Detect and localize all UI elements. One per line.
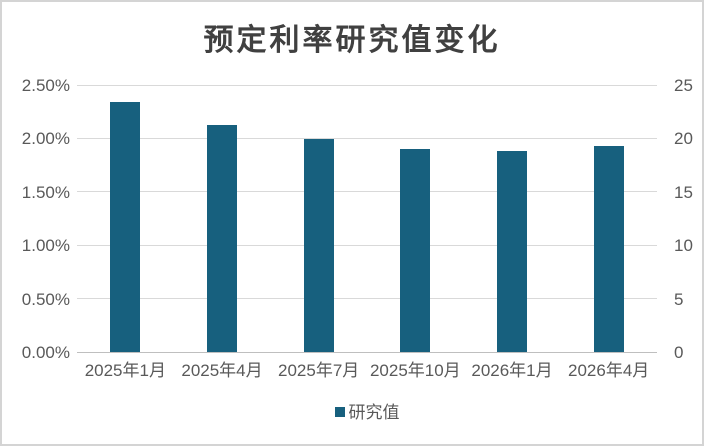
y-axis-right-tick: 25: [674, 76, 693, 95]
bar-2025年4月: [207, 124, 237, 352]
y-axis-left-tick: 1.00%: [21, 236, 70, 256]
legend: 研究值: [77, 400, 657, 424]
x-axis-tick-label: 2025年4月: [181, 361, 263, 380]
x-axis-line: [77, 351, 657, 353]
y-axis-right-tick: 20: [674, 129, 693, 149]
y-axis-right-tick: 10: [674, 236, 693, 256]
legend-series-label: 研究值: [348, 402, 400, 422]
gridline: [77, 84, 657, 86]
chart-title: 预定利率研究值变化: [203, 24, 501, 57]
y-axis-left-tick: 2.50%: [21, 76, 70, 95]
bar-2025年10月: [400, 149, 431, 352]
y-axis-right-tick: 15: [674, 182, 693, 202]
bar-2025年1月: [110, 102, 141, 352]
y-axis-left-tick: 0.50%: [21, 289, 70, 309]
x-axis-tick-label: 2026年4月: [568, 361, 650, 380]
y-axis-left-tick: 2.00%: [21, 129, 70, 149]
y-axis-left-tick: 0.00%: [21, 343, 70, 362]
bar-2025年7月: [303, 139, 334, 352]
x-axis-tick-label: 2025年1月: [84, 361, 166, 380]
gridline: [77, 137, 657, 139]
gridline: [77, 191, 657, 193]
bar-2026年1月: [497, 151, 527, 352]
y-axis-right-tick: 5: [674, 289, 684, 309]
gridline: [77, 244, 657, 246]
gridline: [77, 298, 657, 300]
bar-2026年4月: [593, 145, 624, 352]
x-axis-tick-label: 2025年10月: [369, 361, 461, 380]
legend-swatch: [334, 407, 345, 417]
y-axis-right-tick: 0: [674, 343, 684, 362]
x-axis-tick-label: 2026年1月: [471, 361, 553, 380]
y-axis-left-tick: 1.50%: [21, 182, 70, 202]
x-axis-tick-label: 2025年7月: [278, 361, 360, 380]
